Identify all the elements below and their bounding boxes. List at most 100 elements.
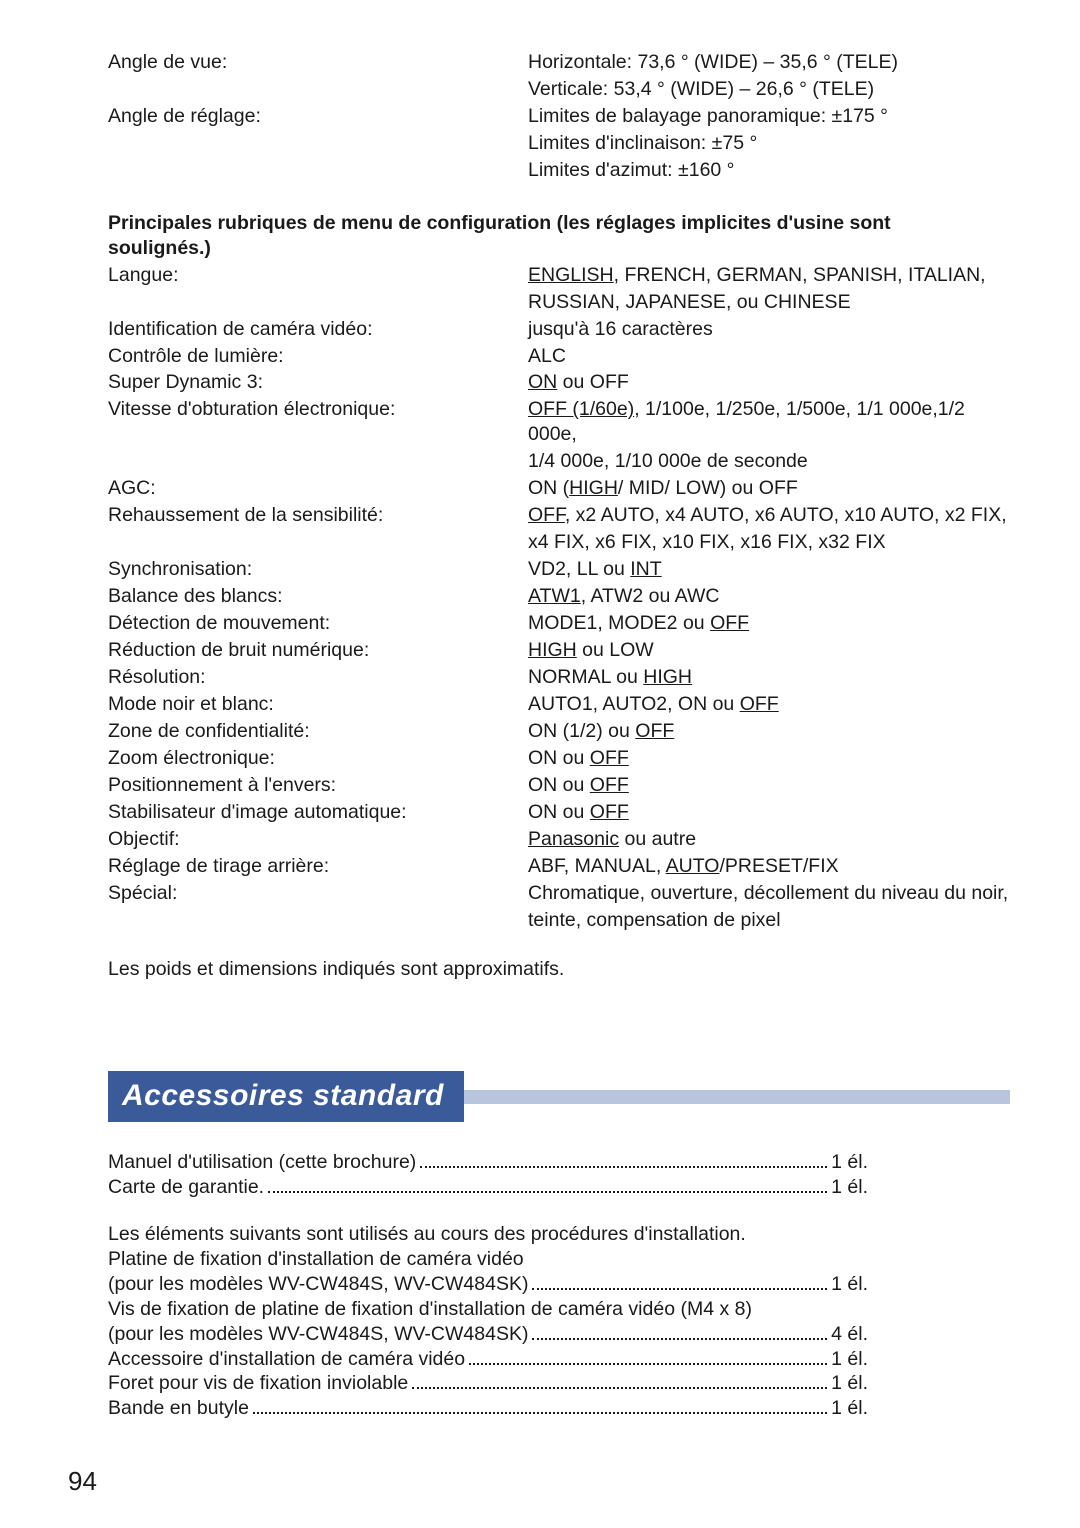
menu-label: Résolution: [108,665,528,690]
menu-label: Stabilisateur d'image automatique: [108,800,528,825]
accessory-item: Bande en butyle 1 él. [108,1396,868,1421]
menu-label: Spécial: [108,881,528,906]
spec-row: Verticale: 53,4 ° (WIDE) – 26,6 ° (TELE) [108,77,1010,102]
menu-label [108,449,528,474]
menu-value: ENGLISH, FRENCH, GERMAN, SPANISH, ITALIA… [528,263,1010,288]
menu-title-line2: soulignés.) [108,237,211,259]
menu-row: x4 FIX, x6 FIX, x10 FIX, x16 FIX, x32 FI… [108,530,1010,555]
menu-row: Super Dynamic 3:ON ou OFF [108,370,1010,395]
menu-row: Balance des blancs:ATW1, ATW2 ou AWC [108,584,1010,609]
menu-label: Synchronisation: [108,557,528,582]
spec-value: Limites d'azimut: ±160 ° [528,158,1010,183]
menu-row: Objectif:Panasonic ou autre [108,827,1010,852]
spec-value: Limites de balayage panoramique: ±175 ° [528,104,1010,129]
menu-label [108,530,528,555]
menu-value: ALC [528,344,1010,369]
menu-label: Détection de mouvement: [108,611,528,636]
accessory-count: 1 él. [831,1371,868,1396]
spec-row: Angle de réglage:Limites de balayage pan… [108,104,1010,129]
menu-row: RUSSIAN, JAPANESE, ou CHINESE [108,290,1010,315]
menu-value: ATW1, ATW2 ou AWC [528,584,1010,609]
spec-value: Horizontale: 73,6 ° (WIDE) – 35,6 ° (TEL… [528,50,1010,75]
menu-value: MODE1, MODE2 ou OFF [528,611,1010,636]
menu-value: OFF, x2 AUTO, x4 AUTO, x6 AUTO, x10 AUTO… [528,503,1010,528]
menu-value: ON (HIGH/ MID/ LOW) ou OFF [528,476,1010,501]
accessory-label: Carte de garantie. [108,1175,264,1200]
menu-label: Identification de caméra vidéo: [108,317,528,342]
accessory-count: 1 él. [831,1175,868,1200]
spec-label [108,77,528,102]
menu-value: 1/4 000e, 1/10 000e de seconde [528,449,1010,474]
menu-row: Zoom électronique:ON ou OFF [108,746,1010,771]
spec-label: Angle de réglage: [108,104,528,129]
spec-row: Limites d'inclinaison: ±75 ° [108,131,1010,156]
accessory-label: (pour les modèles WV-CW484S, WV-CW484SK) [108,1272,528,1297]
menu-value: HIGH ou LOW [528,638,1010,663]
menu-row: Stabilisateur d'image automatique:ON ou … [108,800,1010,825]
accessories-title: Accessoires standard [108,1071,464,1121]
menu-value: ON ou OFF [528,773,1010,798]
menu-label: Balance des blancs: [108,584,528,609]
menu-rows: Langue:ENGLISH, FRENCH, GERMAN, SPANISH,… [108,263,1010,933]
accessory-item: Manuel d'utilisation (cette brochure) 1 … [108,1150,868,1175]
menu-row: Zone de confidentialité:ON (1/2) ou OFF [108,719,1010,744]
accessory-item: (pour les modèles WV-CW484S, WV-CW484SK)… [108,1272,868,1297]
accessory-count: 1 él. [831,1396,868,1421]
menu-row: Spécial:Chromatique, ouverture, décollem… [108,881,1010,906]
menu-value: RUSSIAN, JAPANESE, ou CHINESE [528,290,1010,315]
menu-row: Vitesse d'obturation électronique:OFF (1… [108,397,1010,447]
accessories-intro: Platine de fixation d'installation de ca… [108,1247,868,1272]
menu-row: Positionnement à l'envers:ON ou OFF [108,773,1010,798]
menu-value: ON ou OFF [528,370,1010,395]
menu-row: Langue:ENGLISH, FRENCH, GERMAN, SPANISH,… [108,263,1010,288]
spec-value: Verticale: 53,4 ° (WIDE) – 26,6 ° (TELE) [528,77,1010,102]
menu-value: NORMAL ou HIGH [528,665,1010,690]
menu-row: Contrôle de lumière:ALC [108,344,1010,369]
menu-row: teinte, compensation de pixel [108,908,1010,933]
menu-section-title: Principales rubriques de menu de configu… [108,211,1010,261]
accessory-count: 1 él. [831,1150,868,1175]
spec-value: Limites d'inclinaison: ±75 ° [528,131,1010,156]
accessory-item: (pour les modèles WV-CW484S, WV-CW484SK)… [108,1322,868,1347]
page-number: 94 [68,1465,97,1498]
menu-label: Réglage de tirage arrière: [108,854,528,879]
accessories-intro: Les éléments suivants sont utilisés au c… [108,1222,868,1247]
menu-label: AGC: [108,476,528,501]
accessory-label: Manuel d'utilisation (cette brochure) [108,1150,416,1175]
accessory-item: Accessoire d'installation de caméra vidé… [108,1347,868,1372]
menu-label [108,290,528,315]
menu-value: jusqu'à 16 caractères [528,317,1010,342]
menu-row: AGC:ON (HIGH/ MID/ LOW) ou OFF [108,476,1010,501]
accessories-bar-tail [464,1090,1010,1104]
menu-row: Résolution:NORMAL ou HIGH [108,665,1010,690]
spec-label [108,158,528,183]
accessory-count: 1 él. [831,1347,868,1372]
menu-value: ON (1/2) ou OFF [528,719,1010,744]
menu-value: ON ou OFF [528,800,1010,825]
accessory-count: 4 él. [831,1322,868,1347]
menu-label: Positionnement à l'envers: [108,773,528,798]
menu-label: Contrôle de lumière: [108,344,528,369]
menu-row: Détection de mouvement:MODE1, MODE2 ou O… [108,611,1010,636]
spec-row: Limites d'azimut: ±160 ° [108,158,1010,183]
spec-label [108,131,528,156]
menu-row: Synchronisation:VD2, LL ou INT [108,557,1010,582]
menu-value: AUTO1, AUTO2, ON ou OFF [528,692,1010,717]
accessory-preline: Vis de fixation de platine de fixation d… [108,1297,868,1322]
menu-row: Réglage de tirage arrière:ABF, MANUAL, A… [108,854,1010,879]
menu-label: Zone de confidentialité: [108,719,528,744]
menu-label [108,908,528,933]
menu-title-line1: Principales rubriques de menu de configu… [108,212,891,234]
menu-footer: Les poids et dimensions indiqués sont ap… [108,957,1010,982]
menu-row: Mode noir et blanc:AUTO1, AUTO2, ON ou O… [108,692,1010,717]
menu-label: Zoom électronique: [108,746,528,771]
spec-label: Angle de vue: [108,50,528,75]
menu-label: Vitesse d'obturation électronique: [108,397,528,447]
menu-label: Objectif: [108,827,528,852]
menu-value: ABF, MANUAL, AUTO/PRESET/FIX [528,854,1010,879]
menu-value: Panasonic ou autre [528,827,1010,852]
menu-label: Rehaussement de la sensibilité: [108,503,528,528]
menu-row: Rehaussement de la sensibilité:OFF, x2 A… [108,503,1010,528]
menu-value: ON ou OFF [528,746,1010,771]
accessory-item: Foret pour vis de fixation inviolable 1 … [108,1371,868,1396]
